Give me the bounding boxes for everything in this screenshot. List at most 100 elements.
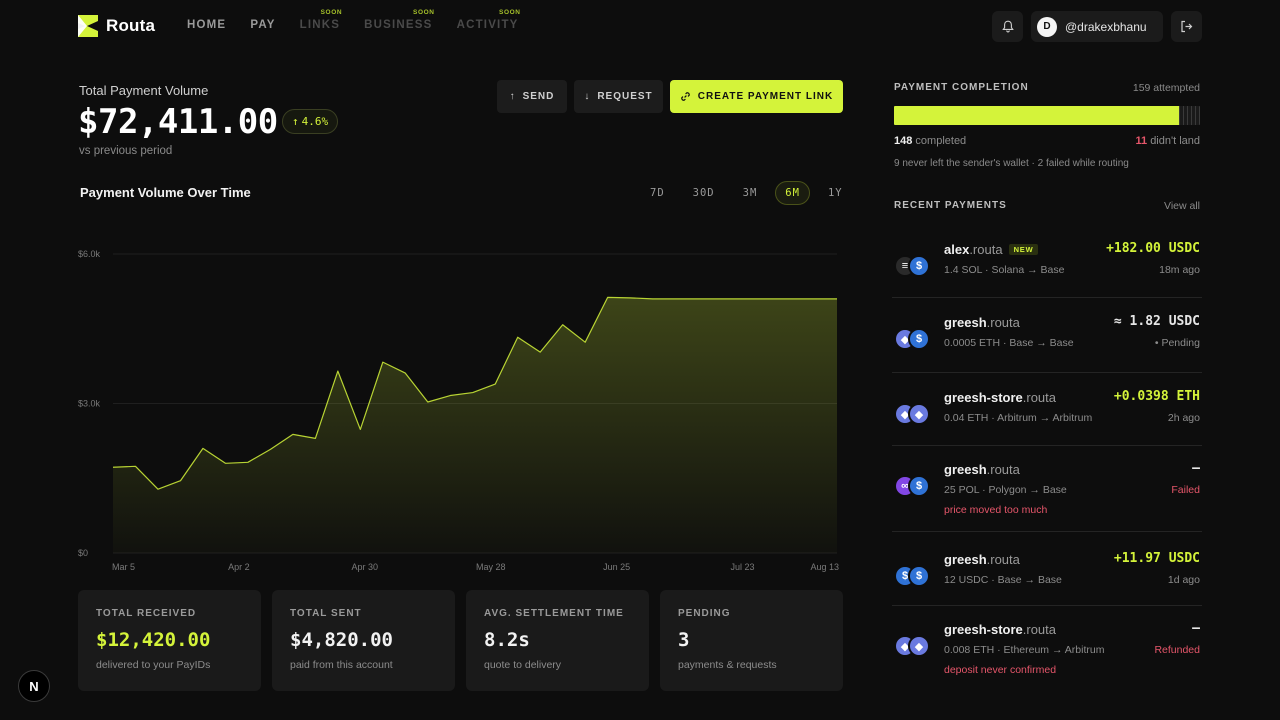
payment-payid: greesh-store.routa — [944, 622, 1056, 637]
payid-domain: .routa — [1022, 390, 1056, 405]
range-1y[interactable]: 1Y — [827, 187, 843, 199]
send-label: SEND — [522, 91, 555, 102]
completion-header: PAYMENT COMPLETION 159 attempted — [894, 82, 1200, 94]
payid-domain: .routa — [986, 462, 1020, 477]
failed-count: 11 — [1135, 135, 1148, 147]
payid-name: greesh-store — [944, 622, 1023, 637]
request-label: REQUEST — [597, 91, 653, 102]
payment-token-icons: ◆ ◆ — [894, 635, 934, 657]
payment-row[interactable]: $ $ greesh.routa 12 USDC · Base → Base +11.9… — [892, 532, 1202, 606]
payid-name: greesh — [944, 315, 987, 330]
failed-stat: 11 didn't land — [1135, 135, 1200, 147]
completion-progress-bar — [894, 106, 1200, 125]
volume-change-value: 4.6% — [301, 115, 329, 128]
payment-row[interactable]: ◆ ◆ greesh-store.routa 0.008 ETH · Ethereum… — [892, 606, 1202, 690]
eth-token-icon: ◆ — [908, 635, 930, 657]
new-badge: NEW — [1008, 244, 1039, 255]
nav-business-label: BUSINESS — [364, 19, 433, 31]
range-3m[interactable]: 3M — [742, 187, 758, 199]
payment-token-icons: ◆ $ — [894, 328, 934, 350]
payment-status: • Pending — [1154, 337, 1200, 349]
time-range-selector: 7D 30D 3M 6M 1Y — [640, 181, 861, 205]
card-label: AVG. SETTLEMENT TIME — [484, 608, 624, 619]
failure-reason: deposit never confirmed — [944, 664, 1057, 676]
completed-stat: 148 completed — [894, 135, 966, 147]
nav-pay-label: PAY — [250, 19, 276, 31]
payment-token-icons: ∞ $ — [894, 475, 934, 497]
payment-route: 25 POL · Polygon → Base — [944, 484, 1067, 496]
x-tick-label: Apr 30 — [352, 562, 379, 572]
nav-pay[interactable]: PAY — [250, 19, 275, 31]
logout-button[interactable] — [1171, 11, 1202, 42]
x-tick-label: Aug 13 — [810, 562, 839, 572]
payment-status: 1d ago — [1167, 574, 1200, 586]
user-menu[interactable]: D @drakexbhanu — [1031, 11, 1163, 42]
card-subtitle: quote to delivery — [484, 659, 562, 671]
pending-card: PENDING 3 payments & requests — [660, 590, 843, 691]
payment-payid: greesh.routa — [944, 552, 1020, 567]
nav-activity[interactable]: ACTIVITY SOON — [457, 9, 520, 31]
payment-token-icons: ◆ ◆ — [894, 403, 934, 425]
nav-home[interactable]: HOME — [187, 19, 226, 31]
nav-links-label: LINKS — [299, 19, 341, 31]
routa-logo-icon — [78, 15, 98, 37]
total-volume-value: $72,411.00 — [78, 102, 278, 142]
range-30d[interactable]: 30D — [692, 187, 715, 199]
payid-name: greesh — [944, 552, 987, 567]
total-volume-label: Total Payment Volume — [79, 83, 209, 98]
payment-row[interactable]: ◆ $ greesh.routa 0.0005 ETH · Base → Base ≈ … — [892, 298, 1202, 373]
payment-route: 0.0005 ETH · Base → Base — [944, 337, 1074, 349]
payment-row[interactable]: ∞ $ greesh.routa 25 POL · Polygon → Base – Fa… — [892, 446, 1202, 532]
logout-icon — [1181, 20, 1193, 33]
payment-payid: alex.routa NEW — [944, 242, 1039, 257]
y-tick-label: $0 — [78, 548, 88, 558]
x-tick-label: Apr 2 — [228, 562, 250, 572]
payid-domain: .routa — [1022, 622, 1056, 637]
completion-title: PAYMENT COMPLETION — [894, 82, 1029, 93]
payment-row[interactable]: ≡ $ alex.routa NEW 1.4 SOL · Solana → Base +1… — [892, 232, 1202, 298]
x-tick-label: Mar 5 — [112, 562, 135, 572]
x-tick-label: Jul 23 — [731, 562, 755, 572]
range-6m[interactable]: 6M — [775, 181, 810, 205]
view-all-link[interactable]: View all — [1164, 200, 1200, 212]
usdc-token-icon: $ — [908, 475, 930, 497]
link-icon — [680, 92, 690, 101]
payment-route: 1.4 SOL · Solana → Base — [944, 264, 1065, 276]
completion-progress-fill — [894, 106, 1179, 125]
failed-label: didn't land — [1150, 135, 1200, 147]
payid-name: alex — [944, 242, 970, 257]
payid-name: greesh-store — [944, 390, 1023, 405]
avatar: D — [1037, 16, 1057, 37]
completed-count: 148 — [894, 135, 913, 147]
brand-name: Routa — [106, 16, 156, 35]
nav-home-label: HOME — [187, 19, 227, 31]
soon-badge: SOON — [320, 9, 343, 16]
payment-token-icons: $ $ — [894, 565, 934, 587]
send-button[interactable]: ↑ SEND — [497, 80, 567, 113]
nextjs-dev-badge[interactable]: N — [18, 670, 50, 702]
card-subtitle: delivered to your PayIDs — [96, 659, 211, 671]
usdc-token-icon: $ — [908, 255, 930, 277]
avg-settlement-card: AVG. SETTLEMENT TIME 8.2s quote to deliv… — [466, 590, 649, 691]
brand-logo[interactable]: Routa — [78, 15, 155, 37]
payment-row[interactable]: ◆ ◆ greesh-store.routa 0.04 ETH · Arbitrum … — [892, 373, 1202, 446]
request-button[interactable]: ↓ REQUEST — [574, 80, 663, 113]
nav-links-item[interactable]: LINKS SOON — [299, 9, 342, 31]
payid-domain: .routa — [969, 242, 1003, 257]
range-7d[interactable]: 7D — [650, 187, 665, 199]
payment-route: 12 USDC · Base → Base — [944, 574, 1062, 586]
payid-name: greesh — [944, 462, 987, 477]
notifications-button[interactable] — [992, 11, 1023, 42]
nav-business[interactable]: BUSINESS SOON — [364, 9, 434, 31]
total-sent-card: TOTAL SENT $4,820.00 paid from this acco… — [272, 590, 455, 691]
usdc-token-icon: $ — [908, 565, 930, 587]
payment-status: 18m ago — [1159, 264, 1200, 276]
payment-status: 2h ago — [1167, 412, 1200, 424]
payment-status: Refunded — [1154, 644, 1200, 656]
attempted-count: 159 attempted — [1132, 82, 1200, 94]
card-label: TOTAL SENT — [290, 608, 362, 619]
card-value: 3 — [678, 629, 690, 651]
payment-amount: ≈ 1.82 USDC — [1113, 314, 1200, 329]
create-payment-link-button[interactable]: CREATE PAYMENT LINK — [670, 80, 843, 113]
payid-domain: .routa — [986, 315, 1020, 330]
